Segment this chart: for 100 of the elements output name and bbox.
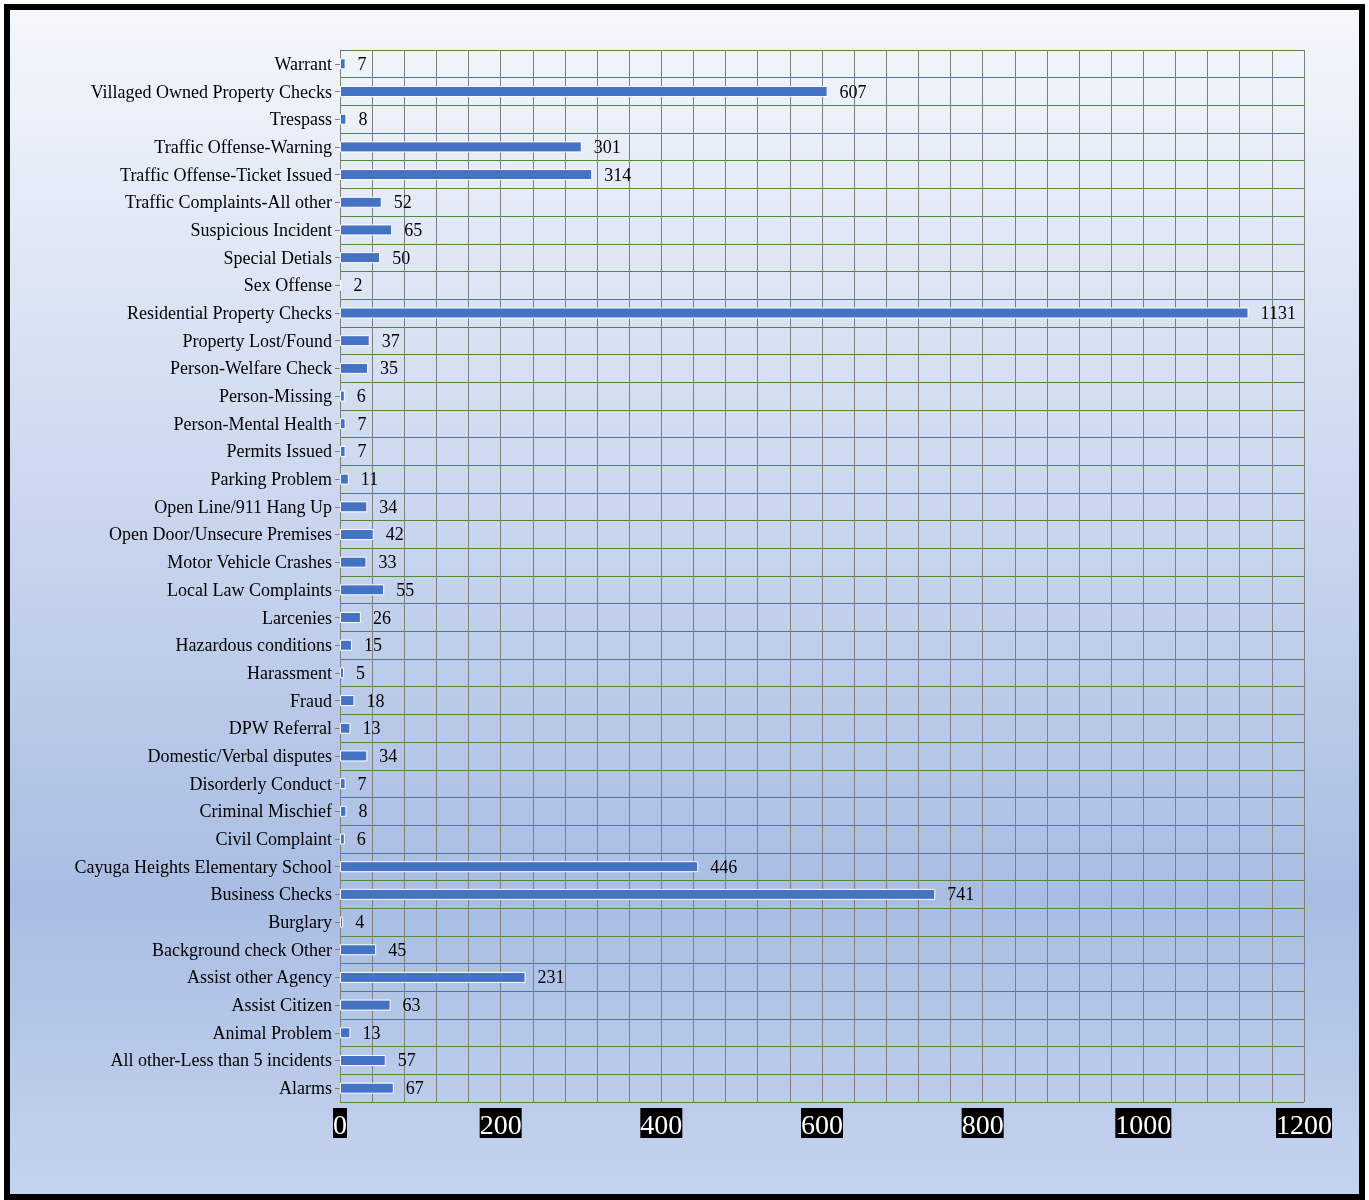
- data-label: 63: [402, 995, 421, 1016]
- bar: [340, 418, 346, 430]
- data-label: 15: [364, 635, 383, 656]
- bar: [340, 1082, 394, 1094]
- y-tick-label: Person-Welfare Check: [170, 358, 332, 379]
- y-tick-label: Assist Citizen: [231, 995, 332, 1016]
- bar: [340, 944, 377, 956]
- y-tick-label: Local Law Complaints: [167, 579, 332, 600]
- y-tick-label: Business Checks: [210, 884, 332, 905]
- data-label: 45: [388, 939, 407, 960]
- data-label: 7: [357, 441, 367, 462]
- data-label: 6: [356, 829, 366, 849]
- y-tick-label: Cayuga Heights Elementary School: [74, 856, 332, 877]
- y-tick-label: Traffic Offense-Warning: [154, 136, 332, 157]
- y-tick-label: Permits Issued: [226, 441, 332, 462]
- bar: [340, 971, 526, 983]
- data-label: 7: [357, 53, 367, 74]
- data-label: 13: [362, 1022, 381, 1043]
- data-label: 314: [604, 164, 632, 185]
- x-tick-label: 800: [961, 1108, 1004, 1140]
- y-tick-label: Open Line/911 Hang Up: [154, 496, 332, 517]
- bar: [340, 473, 349, 485]
- y-tick-label: Sex Offense: [243, 275, 332, 296]
- data-label: 446: [710, 856, 738, 877]
- bar: [340, 335, 370, 347]
- data-label: 26: [372, 607, 391, 628]
- x-tick-label: 1200: [1276, 1108, 1332, 1140]
- x-tick-label: 200: [479, 1108, 522, 1140]
- data-label: 13: [362, 718, 381, 739]
- data-label: 8: [358, 801, 368, 822]
- bar: [340, 999, 391, 1011]
- bar: [340, 501, 368, 513]
- data-label: 2: [353, 275, 363, 296]
- y-tick-label: Civil Complaint: [215, 829, 332, 849]
- y-tick-label: All other-Less than 5 incidents: [110, 1050, 332, 1071]
- data-label: 50: [392, 247, 411, 268]
- data-label: 55: [396, 579, 415, 600]
- bar: [340, 141, 582, 153]
- bar: [340, 196, 382, 208]
- bar: [340, 584, 385, 596]
- data-label: 4: [355, 912, 365, 933]
- y-tick-label: Traffic Offense-Ticket Issued: [120, 164, 332, 185]
- bar: [340, 916, 344, 928]
- data-label: 11: [360, 469, 379, 490]
- bar: [340, 888, 936, 900]
- bar: [340, 833, 345, 845]
- data-label: 34: [379, 496, 398, 517]
- data-label: 52: [393, 192, 412, 213]
- y-tick-label: Person-Missing: [218, 386, 332, 407]
- data-label: 6: [356, 386, 366, 407]
- y-tick-label: Assist other Agency: [187, 967, 332, 988]
- y-tick-label: Residential Property Checks: [127, 303, 332, 323]
- bar: [340, 805, 347, 817]
- data-label: 35: [380, 358, 399, 379]
- data-label: 37: [381, 330, 400, 351]
- bar: [340, 113, 347, 125]
- y-tick-label: Parking Problem: [210, 469, 332, 490]
- data-label: 42: [385, 524, 404, 545]
- x-tick-label: 400: [640, 1108, 683, 1140]
- y-tick-label: Suspicious Incident: [190, 219, 332, 240]
- y-tick-label: Criminal Mischief: [199, 801, 332, 822]
- bar: [340, 362, 369, 374]
- bar: [340, 252, 381, 264]
- data-label: 65: [404, 219, 423, 240]
- y-tick-label: Domestic/Verbal disputes: [147, 745, 332, 766]
- y-tick-label: Background check Other: [152, 939, 332, 960]
- y-tick-label: Trespass: [269, 109, 332, 130]
- bar: [340, 390, 345, 402]
- y-tick-label: Villaged Owned Property Checks: [90, 81, 332, 102]
- y-tick-label: Alarms: [279, 1078, 332, 1099]
- y-tick-label: Property Lost/Found: [182, 330, 332, 351]
- bar: [340, 750, 368, 762]
- y-tick-label: Motor Vehicle Crashes: [167, 552, 332, 573]
- bar: [340, 556, 367, 568]
- data-label: 1131: [1260, 303, 1296, 323]
- x-tick-label: 600: [801, 1108, 843, 1140]
- data-label: 67: [405, 1078, 424, 1099]
- bar: [340, 1027, 351, 1039]
- data-label: 607: [839, 81, 867, 102]
- x-tick-label: 1000: [1115, 1108, 1172, 1140]
- data-label: 231: [537, 967, 565, 988]
- y-tick-label: Animal Problem: [212, 1022, 332, 1043]
- data-label: 5: [356, 662, 366, 683]
- bar: [340, 1054, 386, 1066]
- bar: [340, 778, 346, 790]
- bar: [340, 667, 345, 679]
- data-label: 741: [947, 884, 975, 905]
- bar: [340, 58, 346, 70]
- y-tick-label: Burglary: [268, 912, 332, 933]
- bar: [340, 224, 393, 236]
- y-tick-label: Warrant: [274, 53, 332, 74]
- bar: [340, 639, 353, 651]
- y-tick-label: Harassment: [247, 662, 332, 683]
- y-tick-label: Person-Mental Health: [173, 413, 332, 434]
- y-tick-label: Fraud: [290, 690, 332, 711]
- bar: [340, 528, 374, 540]
- bar: [340, 307, 1249, 319]
- y-tick-label: Traffic Complaints-All other: [125, 192, 332, 213]
- y-tick-label: Larcenies: [262, 607, 332, 628]
- data-label: 7: [357, 773, 367, 794]
